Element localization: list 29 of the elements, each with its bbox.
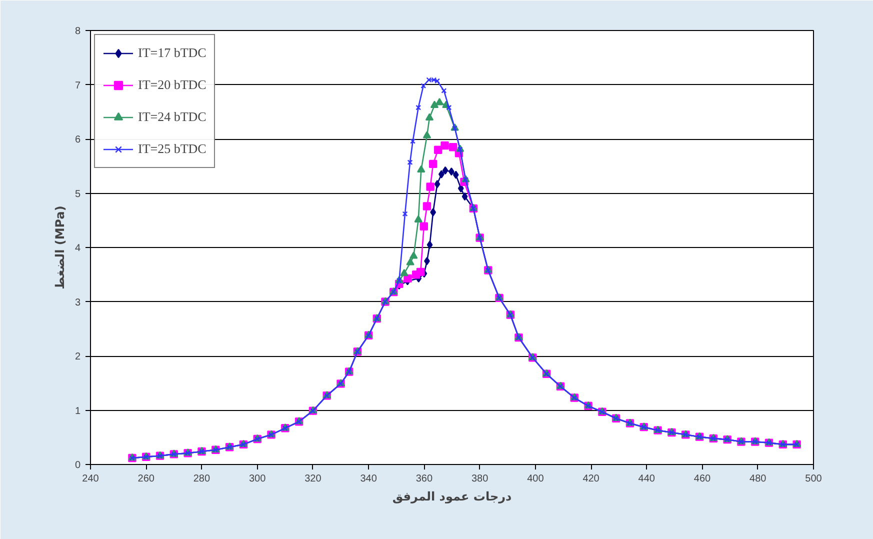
y-tick-label: 5 <box>74 188 81 200</box>
legend-label: IT=20 bTDC <box>138 77 206 93</box>
y-tick-label: 1 <box>74 406 81 417</box>
x-tick-label: 380 <box>471 474 489 484</box>
y-tick-label: 6 <box>74 134 81 146</box>
y-tick-label: 0 <box>74 460 81 471</box>
x-tick-label: 300 <box>249 474 266 484</box>
y-tick-label: 7 <box>74 80 81 92</box>
x-tick-label: 440 <box>638 474 656 484</box>
x-tick-label: 280 <box>193 474 211 484</box>
x-tick-label: 480 <box>750 474 767 484</box>
x-tick-label: 260 <box>138 474 155 484</box>
legend-label: IT=17 bTDC <box>138 45 206 61</box>
y-tick-label: 3 <box>74 297 81 308</box>
x-tick-label: 340 <box>360 474 378 484</box>
x-tick-label: 460 <box>694 474 712 484</box>
x-tick-label: 320 <box>304 474 322 484</box>
x-tick-label: 420 <box>582 474 600 484</box>
y-tick-label: 2 <box>74 352 81 362</box>
x-tick-label: 500 <box>805 474 822 484</box>
y-tick-label: 4 <box>74 243 81 254</box>
x-tick-label: 400 <box>527 474 544 484</box>
x-tick-label: 240 <box>82 474 100 484</box>
y-axis-title: الضغط (MPa) <box>52 206 67 290</box>
x-axis-title: درجات عمود المرفق <box>392 490 512 504</box>
legend-label: IT=24 bTDC <box>138 109 206 125</box>
legend-label: IT=25 bTDC <box>138 141 206 157</box>
y-tick-label: 8 <box>74 26 81 37</box>
x-tick-label: 360 <box>416 474 433 484</box>
